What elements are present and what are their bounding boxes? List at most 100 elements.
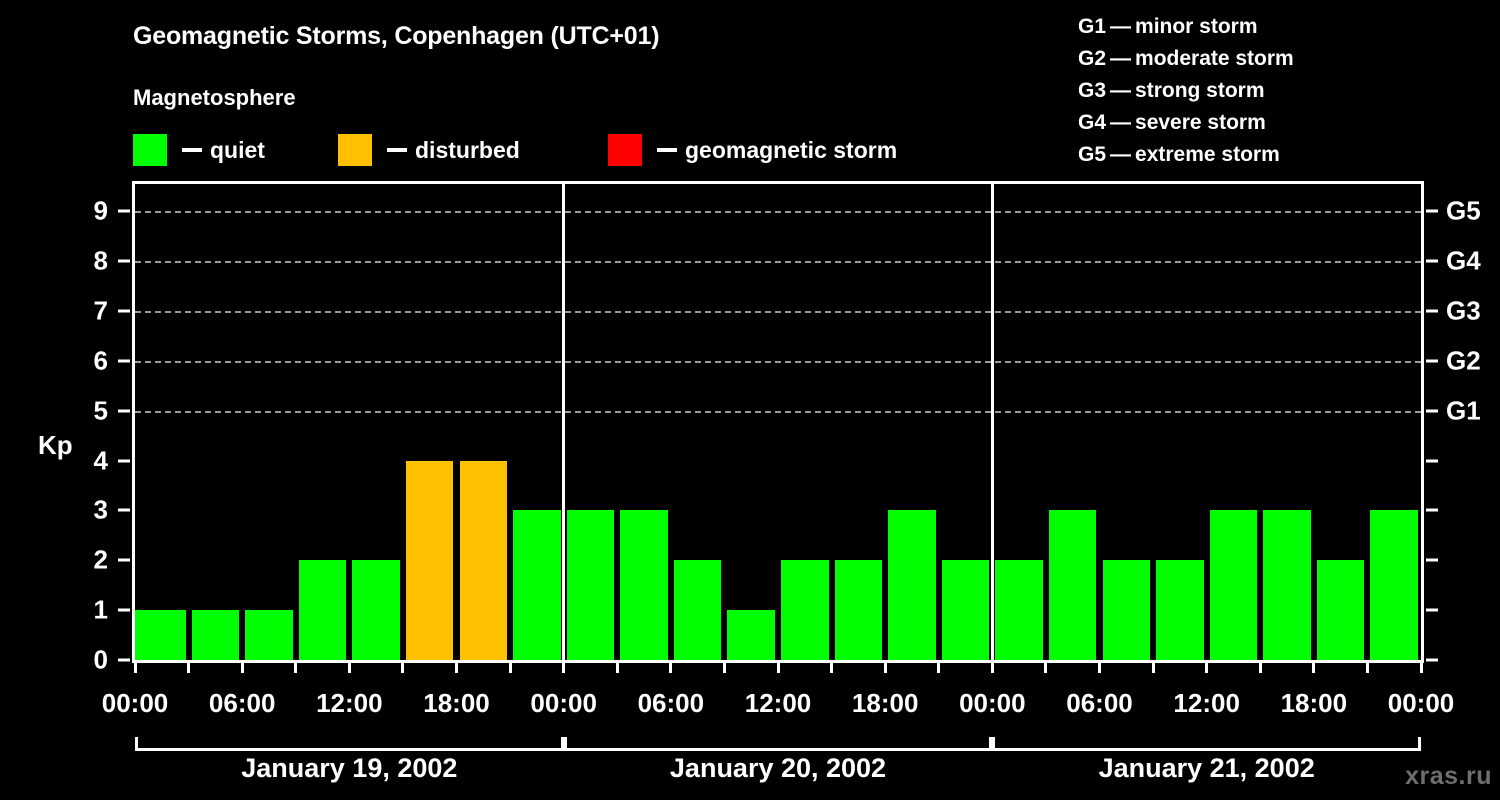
- x-axis-tick: [669, 662, 673, 673]
- x-axis-tick: [133, 662, 137, 673]
- x-axis-tick-label: 00:00: [530, 688, 597, 718]
- bar: [566, 510, 615, 660]
- bar: [995, 560, 1043, 660]
- chart-subtitle: Magnetosphere: [133, 85, 296, 110]
- x-axis-tick: [937, 662, 941, 673]
- bar: [513, 510, 561, 660]
- g-scale-code: G3: [1078, 79, 1107, 102]
- x-axis-tick: [1205, 662, 1209, 673]
- x-axis-tick: [1258, 662, 1262, 673]
- x-axis-tick: [562, 662, 566, 673]
- bar: [1370, 510, 1418, 660]
- y-axis-tick-label: 2: [93, 544, 108, 575]
- g-axis-label-g2: G2: [1446, 345, 1481, 376]
- y-axis-tick-right: [1426, 459, 1438, 463]
- x-axis-tick: [722, 662, 726, 673]
- day-bracket: [563, 737, 993, 751]
- bar: [834, 560, 883, 660]
- g-axis-label-g4: G4: [1446, 245, 1481, 276]
- bar: [1209, 510, 1258, 660]
- plot-area: [132, 181, 1424, 663]
- g-scale-description: strong storm: [1135, 79, 1265, 102]
- x-axis-tick: [1419, 662, 1423, 673]
- g-scale-code: G5: [1078, 143, 1107, 166]
- bar: [1102, 560, 1151, 660]
- bar: [405, 460, 454, 660]
- y-axis-tick-right: [1426, 309, 1438, 313]
- gridline-kp-5: [135, 410, 1421, 413]
- x-axis-tick: [1365, 662, 1369, 673]
- y-axis-tick: [118, 359, 130, 363]
- bar: [1263, 510, 1311, 660]
- y-axis-tick-right: [1426, 409, 1438, 413]
- gridline-kp-6: [135, 360, 1421, 363]
- y-axis-tick-right: [1426, 359, 1438, 363]
- y-axis-tick-label: 3: [93, 494, 108, 525]
- y-axis-tick-right: [1426, 558, 1438, 562]
- g-scale-code: G1: [1078, 15, 1107, 38]
- g-scale-row-g3: G3 — strong storm: [1078, 75, 1294, 107]
- y-axis-tick: [118, 209, 130, 213]
- x-axis-tick-label: 00:00: [1387, 688, 1455, 718]
- bar: [1316, 560, 1365, 660]
- g-scale-code: G4: [1078, 111, 1107, 134]
- x-axis-tick: [187, 662, 191, 673]
- quiet-swatch: [133, 134, 167, 166]
- y-axis-tick-label: 0: [93, 644, 108, 675]
- x-axis-tick: [508, 662, 512, 673]
- x-axis-tick-label: 06:00: [637, 688, 705, 718]
- x-axis-tick-label: 00:00: [959, 688, 1026, 718]
- y-axis-tick-label: 8: [93, 245, 108, 276]
- g-axis-label-g5: G5: [1446, 195, 1481, 226]
- bar: [135, 610, 186, 660]
- y-axis-tick-right: [1426, 259, 1438, 263]
- day-label: January 21, 2002: [1098, 753, 1315, 783]
- y-axis-tick-label: 4: [93, 445, 108, 476]
- x-axis-tick: [240, 662, 244, 673]
- y-axis-tick-label: 5: [93, 395, 108, 426]
- bar: [245, 610, 293, 660]
- bar: [352, 560, 400, 660]
- y-axis-tick-right: [1426, 608, 1438, 612]
- x-axis-tick: [1098, 662, 1101, 673]
- y-axis-tick-right: [1426, 658, 1438, 662]
- y-axis-tick: [118, 608, 130, 612]
- legend-dash-icon: [182, 148, 202, 152]
- bar: [727, 610, 775, 660]
- g-scale-description: severe storm: [1135, 111, 1266, 134]
- g-scale-description: extreme storm: [1135, 143, 1280, 166]
- x-axis-tick: [776, 662, 780, 673]
- legend-dash-icon: [657, 148, 677, 152]
- x-axis-tick-label: 12:00: [1173, 688, 1240, 718]
- x-axis-tick-label: 12:00: [744, 688, 812, 718]
- x-axis-tick-label: 18:00: [851, 688, 919, 718]
- x-axis-tick: [990, 662, 994, 673]
- bar: [298, 560, 347, 660]
- x-axis-tick-label: 00:00: [101, 688, 169, 718]
- y-axis-tick-label: 6: [93, 345, 108, 376]
- x-axis-tick: [830, 662, 834, 673]
- x-axis-tick: [401, 662, 405, 673]
- x-axis-tick: [1151, 662, 1155, 673]
- g-scale-row-g2: G2 — moderate storm: [1078, 43, 1294, 75]
- g-scale-separator: —: [1110, 143, 1132, 166]
- x-axis-tick: [294, 662, 298, 673]
- page-title: Geomagnetic Storms, Copenhagen (UTC+01): [133, 22, 660, 50]
- bar: [620, 510, 668, 660]
- plot-inner: [135, 184, 1421, 660]
- y-axis-tick-label: 9: [93, 195, 108, 226]
- day-bracket: [992, 737, 1421, 751]
- bar: [459, 460, 508, 660]
- storm-swatch: [608, 134, 642, 166]
- bar: [1048, 510, 1097, 660]
- legend-dash-icon: [387, 148, 407, 152]
- bar: [191, 610, 240, 660]
- bar: [1156, 560, 1204, 660]
- g-scale-row-g1: G1 — minor storm: [1078, 11, 1294, 43]
- day-bracket: [135, 737, 564, 751]
- x-axis-tick: [1044, 662, 1048, 673]
- g-scale-row-g4: G4 — severe storm: [1078, 107, 1294, 139]
- gridline-kp-9: [135, 211, 1421, 214]
- g-scale-legend: G1 — minor storm G2 — moderate storm G3 — …: [1078, 11, 1294, 171]
